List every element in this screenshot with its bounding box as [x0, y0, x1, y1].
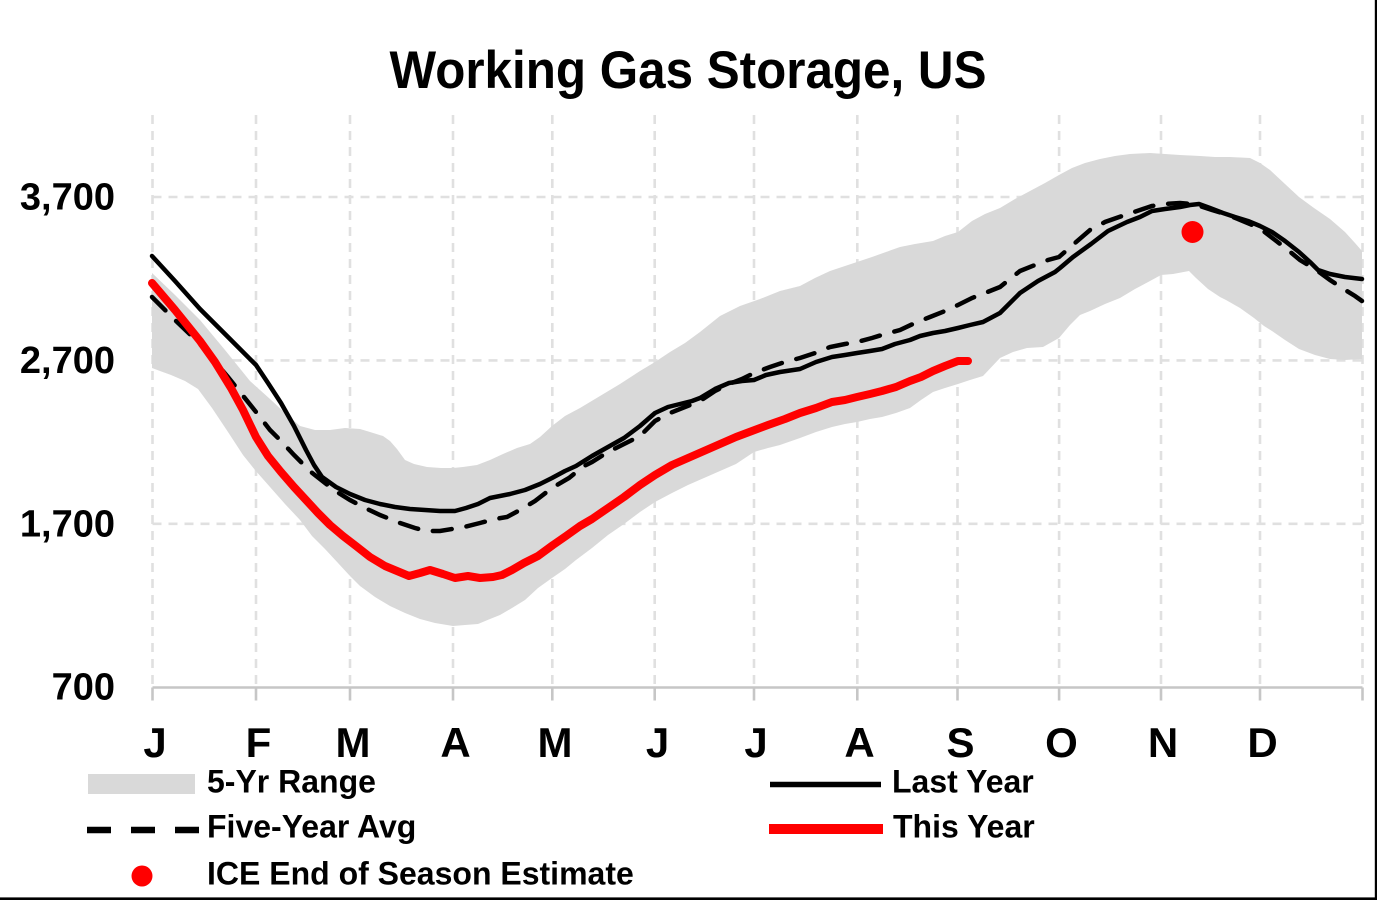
- svg-text:J: J: [646, 719, 669, 766]
- svg-text:Last Year: Last Year: [892, 764, 1034, 800]
- svg-text:D: D: [1247, 719, 1277, 766]
- svg-text:1,700: 1,700: [20, 503, 115, 545]
- svg-text:700: 700: [52, 667, 115, 709]
- svg-text:J: J: [744, 719, 767, 766]
- svg-text:M: M: [538, 719, 573, 766]
- svg-text:O: O: [1045, 719, 1078, 766]
- svg-text:This Year: This Year: [893, 809, 1035, 845]
- svg-text:Five-Year Avg: Five-Year Avg: [207, 809, 416, 845]
- svg-text:S: S: [946, 719, 974, 766]
- svg-text:2,700: 2,700: [20, 340, 115, 382]
- svg-text:A: A: [440, 719, 470, 766]
- svg-text:F: F: [246, 719, 272, 766]
- svg-text:ICE End of Season Estimate: ICE End of Season Estimate: [207, 856, 634, 892]
- svg-text:A: A: [844, 719, 874, 766]
- svg-text:J: J: [143, 719, 166, 766]
- svg-text:Working Gas Storage, US: Working Gas Storage, US: [390, 41, 987, 100]
- svg-text:3,700: 3,700: [20, 177, 115, 219]
- svg-text:5-Yr Range: 5-Yr Range: [207, 764, 376, 800]
- svg-text:N: N: [1148, 719, 1178, 766]
- svg-text:M: M: [336, 719, 371, 766]
